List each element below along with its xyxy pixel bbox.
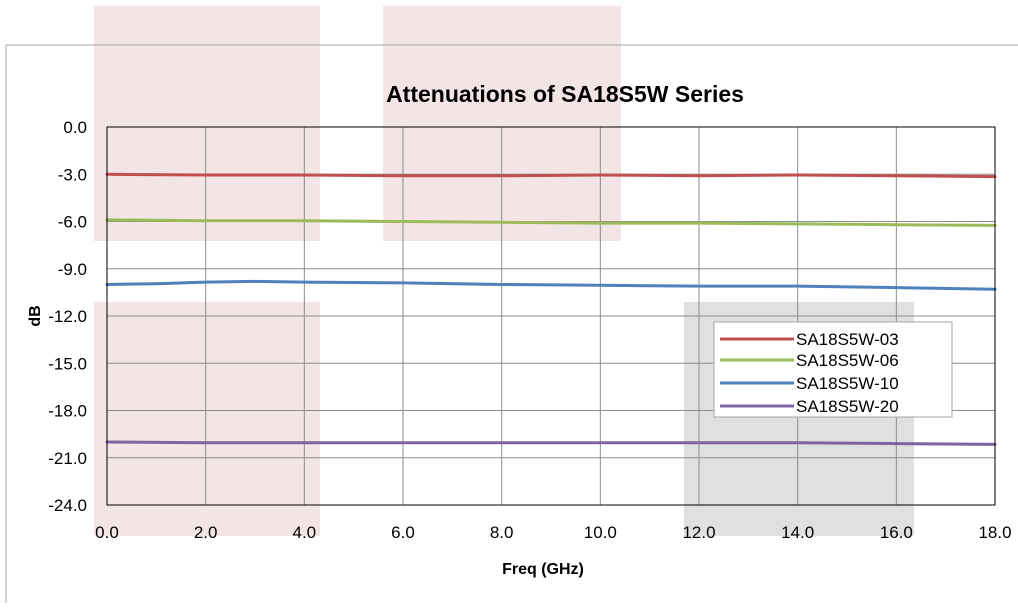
series-line-2 [105,218,997,227]
series-line-3 [105,279,997,291]
series-lines [105,172,997,446]
legend-label-3: SA18S5W-10 [796,374,899,393]
x-tick-label: 0.0 [95,523,119,542]
legend-item-3: SA18S5W-10 [720,374,899,393]
x-tick-label: 14.0 [781,523,814,542]
legend-label-1: SA18S5W-03 [796,330,899,349]
x-tick-label: 2.0 [194,523,218,542]
plot-area-border [106,126,996,506]
background-panel [94,6,320,241]
chart-title: Attenuations of SA18S5W Series [386,81,744,107]
legend-label-2: SA18S5W-06 [796,351,899,370]
tick-labels: 0.0 2.0 4.0 6.0 8.0 10.0 12.0 14.0 16.0 18.0 0.0 -3… [48,118,1011,542]
y-tick-label: -6.0 [58,213,87,232]
y-tick-label: -21.0 [48,449,87,468]
legend-item-4: SA18S5W-20 [720,397,899,416]
y-tick-label: -3.0 [58,165,87,184]
y-axis-label: dB [27,305,44,326]
x-tick-label: 4.0 [293,523,317,542]
x-tick-label: 12.0 [682,523,715,542]
x-tick-label: 10.0 [584,523,617,542]
series-line-4 [105,440,997,446]
series-line-1 [105,172,997,179]
x-tick-label: 8.0 [490,523,514,542]
chart-area-border [5,44,1018,603]
legend-item-1: SA18S5W-03 [720,330,899,349]
x-tick-label: 6.0 [391,523,415,542]
legend-label-4: SA18S5W-20 [796,397,899,416]
x-tick-label: 16.0 [880,523,913,542]
y-tick-label: -9.0 [58,260,87,279]
y-tick-label: -15.0 [48,354,87,373]
y-tick-label: -24.0 [48,496,87,515]
y-tick-label: 0.0 [63,118,87,137]
y-tick-label: -12.0 [48,307,87,326]
x-axis-label: Freq (GHz) [502,561,584,578]
y-tick-label: -18.0 [48,402,87,421]
x-tick-label: 18.0 [978,523,1011,542]
legend-item-2: SA18S5W-06 [720,351,899,370]
legend: SA18S5W-03 SA18S5W-06 SA18S5W-10 SA18S5W… [713,321,953,418]
background-panel [94,302,320,536]
